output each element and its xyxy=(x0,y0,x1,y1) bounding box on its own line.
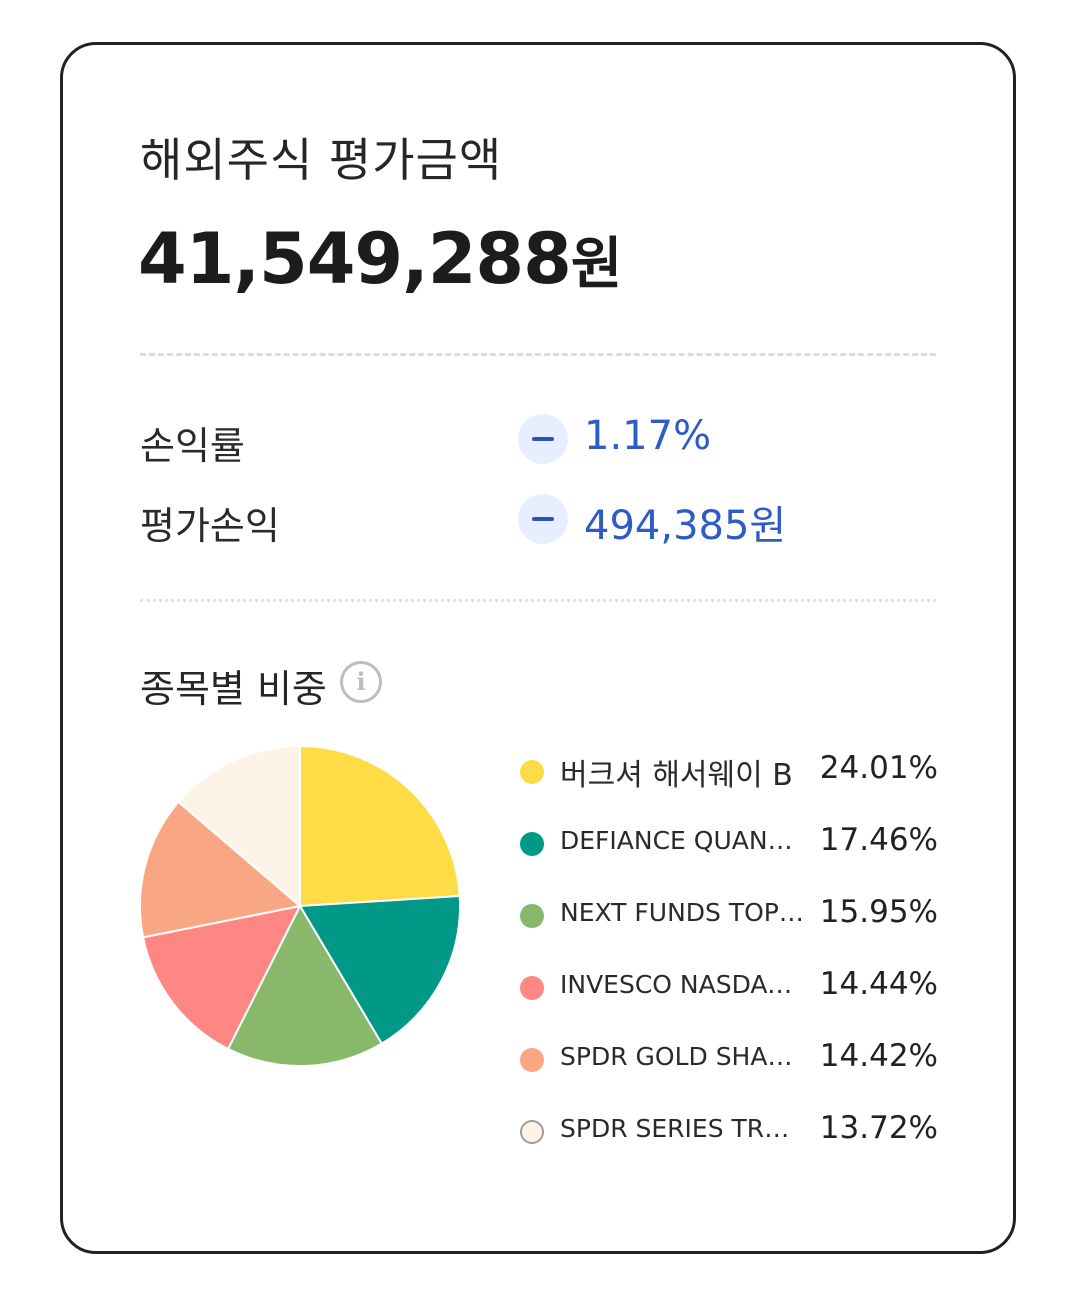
minus-icon xyxy=(518,494,568,544)
total-amount-value: 41,549,288 xyxy=(138,218,572,300)
valuation-pnl-label: 평가손익 xyxy=(140,504,280,548)
legend-percentage: 14.44% xyxy=(819,966,938,1002)
legend-item-next-funds-topix[interactable]: NEXT FUNDS TOPIX... 15.95% xyxy=(518,886,948,958)
legend-percentage: 17.46% xyxy=(819,822,938,858)
pie-slice-invesco-nasdaq[interactable] xyxy=(141,904,302,1051)
legend-label: SPDR SERIES TRUST... xyxy=(560,1114,806,1143)
legend-label: INVESCO NASDAQ ... xyxy=(560,970,806,999)
total-amount-unit: 원 xyxy=(570,232,623,297)
pie-slice-spdr-series-trust[interactable] xyxy=(177,744,301,909)
pie-slice-spdr-gold[interactable] xyxy=(138,800,303,939)
pie-slice-next-funds-topix[interactable] xyxy=(226,903,384,1067)
legend-item-berkshire[interactable]: 버크셔 해서웨이 B 24.01% xyxy=(518,742,948,814)
legend-label: DEFIANCE QUANTUM xyxy=(560,826,806,855)
legend-color-dot xyxy=(520,832,544,856)
pie-legend: 버크셔 해서웨이 B 24.01% DEFIANCE QUANTUM 17.46% NE… xyxy=(518,742,948,1174)
legend-item-spdr-series-trust[interactable]: SPDR SERIES TRUST... 13.72% xyxy=(518,1102,948,1174)
legend-percentage: 24.01% xyxy=(819,750,938,786)
divider xyxy=(140,353,936,356)
legend-label: SPDR GOLD SHARE... xyxy=(560,1042,806,1071)
legend-label: NEXT FUNDS TOPIX... xyxy=(560,898,806,927)
return-rate-label: 손익률 xyxy=(140,424,245,468)
legend-color-dot xyxy=(520,760,544,784)
allocation-title: 종목별 비중 xyxy=(140,667,327,711)
legend-item-spdr-gold[interactable]: SPDR GOLD SHARE... 14.42% xyxy=(518,1030,948,1102)
legend-percentage: 15.95% xyxy=(819,894,938,930)
pie-slice-berkshire[interactable] xyxy=(299,744,461,908)
legend-color-dot xyxy=(520,1120,544,1144)
total-amount: 41,549,288원 xyxy=(138,218,622,300)
minus-icon xyxy=(518,414,568,464)
legend-item-defiance-quantum[interactable]: DEFIANCE QUANTUM 17.46% xyxy=(518,814,948,886)
legend-percentage: 13.72% xyxy=(819,1110,938,1146)
allocation-pie-chart xyxy=(138,744,462,1068)
legend-color-dot xyxy=(520,976,544,1000)
info-circle-icon[interactable]: i xyxy=(340,661,382,703)
legend-percentage: 14.42% xyxy=(819,1038,938,1074)
legend-item-invesco-nasdaq[interactable]: INVESCO NASDAQ ... 14.44% xyxy=(518,958,948,1030)
valuation-pnl-value: 494,385원 xyxy=(584,503,787,549)
legend-color-dot xyxy=(520,904,544,928)
page-title: 해외주식 평가금액 xyxy=(140,133,503,187)
pie-chart-svg xyxy=(138,744,461,1067)
legend-label: 버크셔 해서웨이 B xyxy=(560,758,793,793)
pie-slice-defiance-quantum[interactable] xyxy=(298,894,461,1045)
divider xyxy=(140,599,936,602)
legend-color-dot xyxy=(520,1048,544,1072)
return-rate-value: 1.17% xyxy=(584,413,712,459)
